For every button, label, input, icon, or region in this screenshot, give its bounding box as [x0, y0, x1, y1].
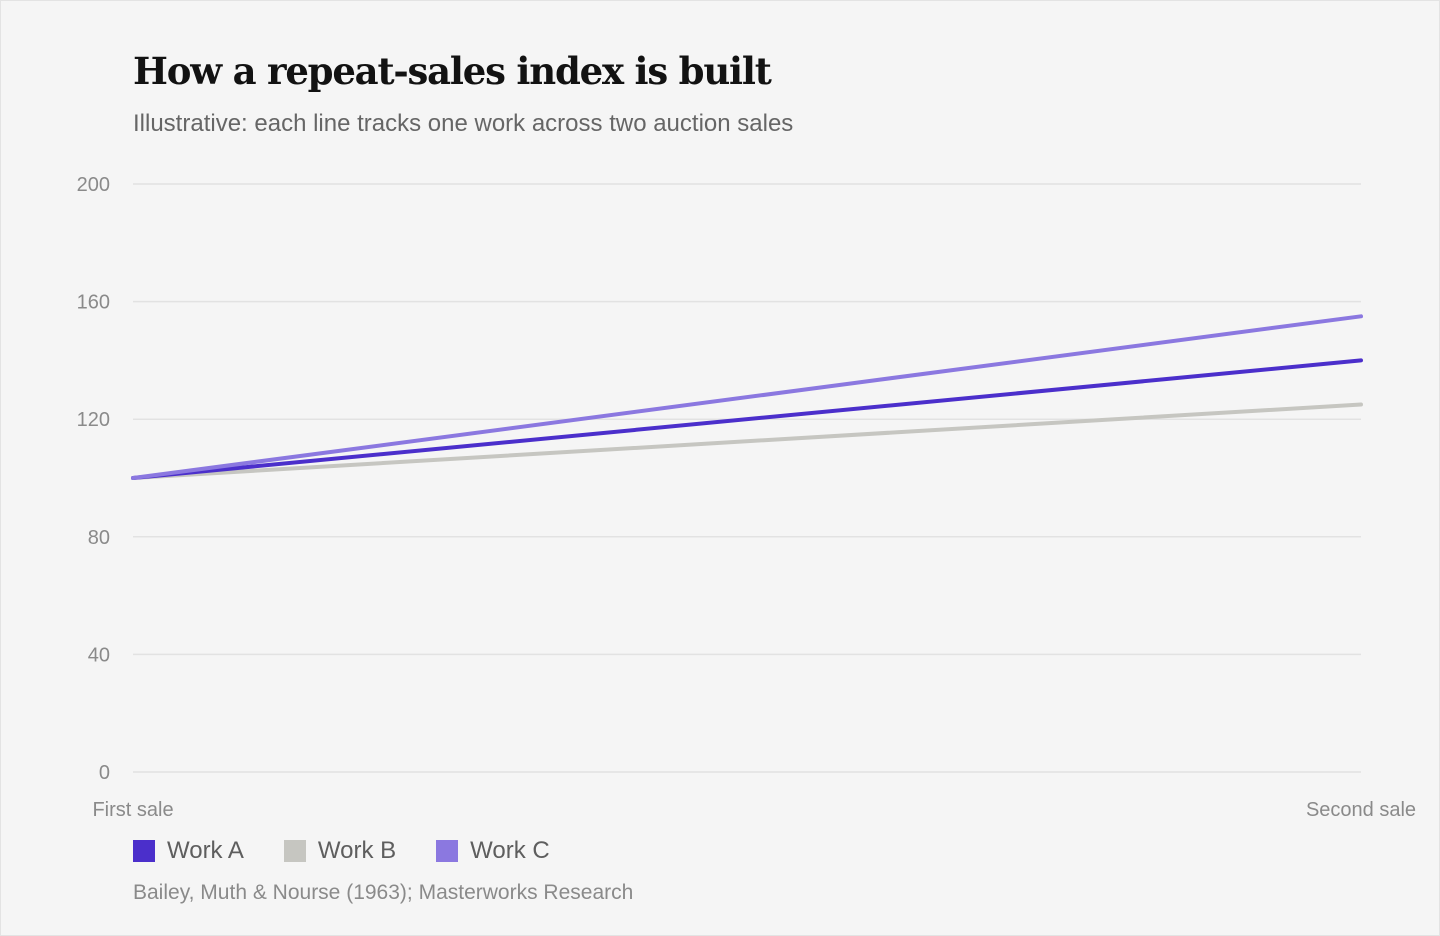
legend-swatch-work-a	[133, 840, 155, 862]
x-tick-label-1: First sale	[92, 799, 173, 821]
y-tick-label-200: 200	[77, 174, 110, 196]
x-tick-label-2: Second sale	[1306, 799, 1416, 821]
y-tick-label-80: 80	[88, 527, 110, 549]
legend-item-work-a: Work A	[133, 837, 244, 865]
source-note: Bailey, Muth & Nourse (1963); Masterwork…	[133, 881, 634, 904]
legend-item-work-c: Work C	[436, 837, 550, 865]
series-line-work-b	[131, 402, 1363, 480]
y-tick-label-40: 40	[88, 644, 110, 666]
series-line-work-a	[131, 358, 1363, 480]
y-tick-label-160: 160	[77, 292, 110, 314]
legend: Work A Work B Work C	[133, 837, 590, 865]
legend-label-work-b: Work B	[317, 837, 397, 864]
line-chart: 0 40 80 120 160 200 First sale Second sale	[77, 174, 1416, 821]
y-axis-ticks: 0 40 80 120 160 200	[77, 174, 110, 784]
legend-swatch-work-c	[436, 840, 459, 862]
legend-label-work-a: Work A	[167, 837, 244, 864]
legend-swatch-work-b	[283, 840, 306, 862]
legend-label-work-c: Work C	[470, 837, 550, 864]
chart-subtitle: Illustrative: each line tracks one work …	[133, 110, 794, 137]
series-line-work-c	[131, 314, 1363, 480]
x-axis-ticks: First sale Second sale	[92, 799, 1416, 821]
gridlines	[133, 183, 1361, 773]
y-tick-label-120: 120	[77, 409, 110, 431]
legend-item-work-b: Work B	[283, 837, 397, 865]
series-lines	[131, 314, 1363, 480]
chart-title: How a repeat-sales index is built	[133, 49, 772, 93]
y-tick-label-0: 0	[99, 762, 110, 784]
